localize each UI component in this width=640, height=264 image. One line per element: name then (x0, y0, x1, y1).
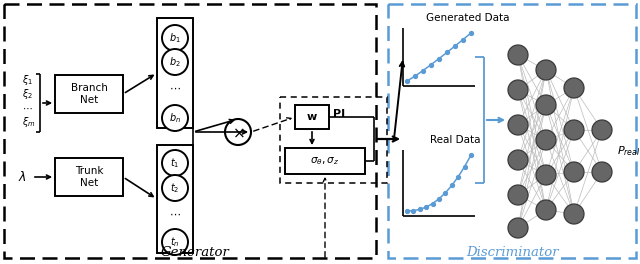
Text: $\cdots$: $\cdots$ (22, 103, 33, 113)
Text: $\sigma_{\theta}, \sigma_{z}$: $\sigma_{\theta}, \sigma_{z}$ (310, 155, 340, 167)
Text: $t_2$: $t_2$ (170, 181, 180, 195)
Text: $\cdots$: $\cdots$ (169, 83, 181, 93)
Text: PI: PI (333, 109, 345, 119)
Text: $\times$: $\times$ (232, 125, 244, 140)
Circle shape (162, 150, 188, 176)
Circle shape (564, 204, 584, 224)
Text: $b_n$: $b_n$ (169, 111, 181, 125)
Bar (157, 145, 193, 253)
Bar (55, 75, 123, 113)
Bar (285, 148, 365, 174)
Bar (280, 97, 387, 183)
Circle shape (508, 185, 528, 205)
Circle shape (162, 175, 188, 201)
Circle shape (536, 95, 556, 115)
Circle shape (508, 80, 528, 100)
Circle shape (508, 150, 528, 170)
Circle shape (225, 119, 251, 145)
Circle shape (162, 25, 188, 51)
Circle shape (536, 60, 556, 80)
Text: $\xi_1$: $\xi_1$ (22, 73, 33, 87)
Text: Generated Data: Generated Data (426, 13, 509, 23)
Circle shape (508, 45, 528, 65)
Text: $\xi_m$: $\xi_m$ (22, 115, 36, 129)
Circle shape (592, 162, 612, 182)
Bar (4, 4, 376, 258)
Text: $t_1$: $t_1$ (170, 156, 180, 170)
Bar (157, 18, 193, 128)
Text: Generator: Generator (161, 246, 229, 258)
Circle shape (162, 49, 188, 75)
Text: $\lambda$: $\lambda$ (18, 170, 27, 184)
Text: $P_{real}$: $P_{real}$ (617, 144, 640, 158)
Text: Real Data: Real Data (429, 135, 480, 145)
Bar (295, 105, 329, 129)
Text: $b_2$: $b_2$ (169, 55, 181, 69)
Circle shape (508, 218, 528, 238)
Circle shape (564, 162, 584, 182)
Circle shape (162, 229, 188, 255)
Text: Discriminator: Discriminator (467, 246, 559, 258)
Text: $b_1$: $b_1$ (169, 31, 181, 45)
Text: $\xi_2$: $\xi_2$ (22, 87, 33, 101)
Bar (55, 158, 123, 196)
Bar (388, 4, 636, 258)
Circle shape (564, 78, 584, 98)
Text: $\cdots$: $\cdots$ (169, 209, 181, 219)
Circle shape (564, 120, 584, 140)
Circle shape (508, 115, 528, 135)
Circle shape (536, 130, 556, 150)
Circle shape (592, 120, 612, 140)
Text: $t_n$: $t_n$ (170, 235, 180, 249)
Text: Branch
Net: Branch Net (70, 83, 108, 105)
Circle shape (162, 105, 188, 131)
Circle shape (536, 200, 556, 220)
Text: $\mathbf{w}$: $\mathbf{w}$ (306, 112, 318, 122)
Circle shape (536, 165, 556, 185)
Text: Trunk
Net: Trunk Net (75, 166, 103, 188)
